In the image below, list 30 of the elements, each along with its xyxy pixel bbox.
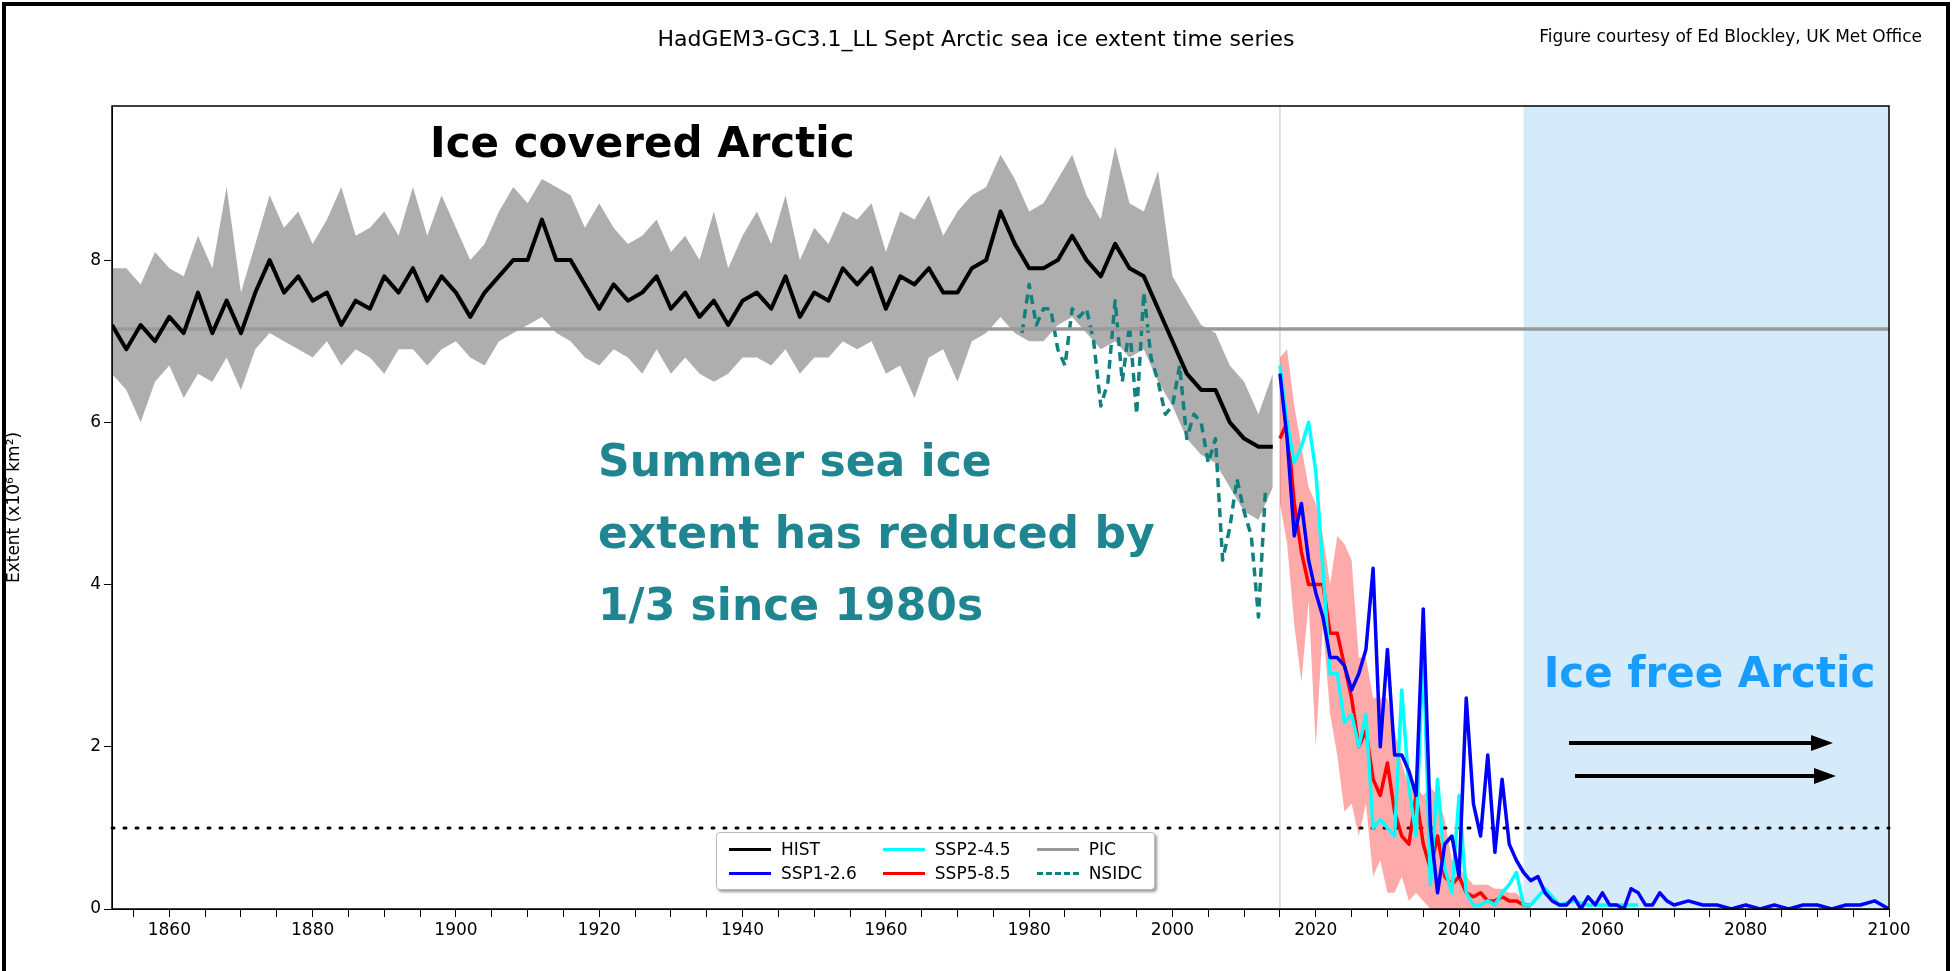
legend-label: SSP2-4.5 — [934, 839, 1011, 859]
x-tick-label: 1960 — [864, 918, 908, 939]
x-tick-label: 2100 — [1867, 918, 1911, 939]
y-tick-label: 4 — [90, 572, 101, 593]
text: Figure courtesy of Ed Blockley, UK Met Office — [1539, 26, 1922, 46]
y-tick-label: 8 — [90, 248, 101, 269]
y-axis-title: Extent (x10⁶ km²) — [2, 431, 23, 584]
legend-label: SSP1-2.6 — [781, 863, 857, 883]
annotation: Ice covered Arctic — [430, 118, 855, 167]
x-tick-label: 1880 — [291, 918, 335, 939]
legend-label: HIST — [781, 839, 820, 859]
legend-label: SSP5-8.5 — [934, 863, 1011, 883]
x-tick-label: 2060 — [1580, 918, 1625, 939]
legend-label: PIC — [1088, 839, 1116, 859]
x-tick-label: 1860 — [147, 918, 191, 939]
chart-title: HadGEM3-GC3.1_LL Sept Arctic sea ice extent time series — [657, 26, 1295, 51]
legend-label: NSIDC — [1088, 863, 1143, 883]
x-tick-label: 1920 — [577, 918, 621, 939]
x-tick-label: 1980 — [1007, 918, 1051, 939]
x-tick-label: 2000 — [1150, 918, 1195, 939]
x-tick-label: 2080 — [1724, 918, 1768, 939]
x-tick-label: 2040 — [1437, 918, 1481, 939]
annotation: Summer sea ice extent has reduced by 1/3 since 1980s — [598, 434, 1156, 632]
x-tick-label: 1940 — [720, 918, 765, 939]
x-tick-label: 2020 — [1294, 918, 1338, 939]
band-label: Ice free Arctic — [1542, 648, 1877, 697]
x-tick-label: 1900 — [434, 918, 478, 939]
y-tick-label: 2 — [90, 735, 101, 756]
y-tick-label: 6 — [90, 410, 101, 431]
y-tick-label: 0 — [90, 897, 101, 918]
